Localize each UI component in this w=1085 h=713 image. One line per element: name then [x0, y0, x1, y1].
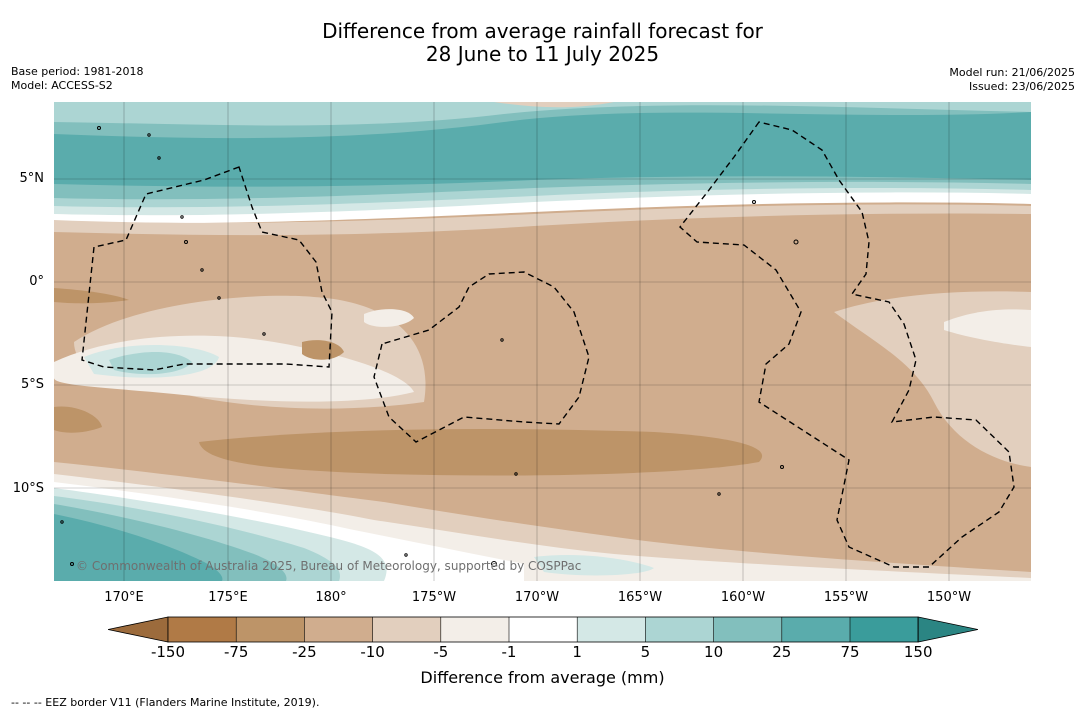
colorbar-tick-label: -75 — [223, 643, 249, 661]
colorbar-segment — [440, 617, 510, 642]
lat-label-10s: 10°S — [12, 481, 44, 496]
colorbar-segment — [713, 617, 783, 642]
colorbar-tick-label: 75 — [840, 643, 860, 661]
model-run: Model run: 21/06/2025 — [949, 66, 1075, 79]
model-name: Model: ACCESS-S2 — [11, 79, 113, 92]
colorbar-segments — [108, 616, 978, 643]
colorbar-frame — [167, 616, 919, 643]
colorbar-segment — [168, 617, 237, 642]
colorbar-segment — [850, 617, 919, 642]
meta-left: Base period: 1981-2018 Model: ACCESS-S2 — [11, 65, 143, 93]
meta-right: Model run: 21/06/2025 Issued: 23/06/2025 — [949, 66, 1075, 94]
colorbar — [108, 616, 978, 643]
colorbar-tick-label: -10 — [360, 643, 385, 661]
issued-date: Issued: 23/06/2025 — [968, 80, 1075, 93]
sw-wet-4 — [54, 514, 223, 581]
lon-label-170w: 170°W — [514, 590, 560, 605]
colorbar-segment — [577, 617, 646, 642]
lon-label-180: 180° — [315, 590, 347, 605]
lat-label-5n: 5°N — [19, 171, 45, 186]
colorbar-segment — [781, 617, 851, 642]
title-line-2: 28 June to 11 July 2025 — [425, 42, 660, 66]
colorbar-extend-high — [917, 616, 978, 643]
colorbar-tick-label: 150 — [903, 643, 933, 661]
colorbar-tick-label: 10 — [704, 643, 724, 661]
lon-label-175w: 175°W — [411, 590, 457, 605]
map-title: Difference from average rainfall forecas… — [0, 20, 1085, 66]
eez-borders — [81, 121, 1015, 568]
dry-band-south — [199, 429, 763, 476]
band-top-patch — [54, 102, 614, 108]
colorbar-tick-label: -1 — [501, 643, 517, 661]
eez-legend: -- -- -- EEZ border V11 (Flanders Marine… — [11, 696, 320, 709]
base-period: Base period: 1981-2018 — [11, 65, 144, 78]
colorbar-tick-label: -5 — [433, 643, 449, 661]
band-top-light — [54, 102, 1031, 126]
rainfall-map — [54, 102, 1031, 581]
colorbar-title: Difference from average (mm) — [420, 668, 665, 687]
colorbar-segment — [645, 617, 715, 642]
lat-label-0: 0° — [29, 274, 44, 289]
lon-label-165w: 165°W — [617, 590, 663, 605]
band-wet-4 — [54, 112, 1031, 187]
colorbar-tick-label: 5 — [640, 643, 651, 661]
colorbar-tick-label: 25 — [772, 643, 792, 661]
lon-label-170e: 170°E — [104, 590, 144, 605]
colorbar-segment — [236, 617, 305, 642]
title-line-1: Difference from average rainfall forecas… — [322, 19, 763, 43]
lon-label-155w: 155°W — [823, 590, 869, 605]
colorbar-tick-label: 1 — [572, 643, 582, 661]
map-graticule — [54, 102, 1031, 581]
lon-label-175e: 175°E — [208, 590, 248, 605]
colorbar-extend-low — [108, 616, 169, 643]
band-light-brown — [54, 204, 1031, 236]
colorbar-segment — [304, 617, 374, 642]
lat-label-5s: 5°S — [20, 377, 44, 392]
lon-label-150w: 150°W — [926, 590, 972, 605]
colorbar-tick-label: -150 — [150, 643, 186, 661]
islands — [60, 126, 799, 567]
colorbar-tick-label: -25 — [292, 643, 317, 661]
copyright-notice: © Commonwealth of Australia 2025, Bureau… — [76, 559, 582, 573]
colorbar-segment — [509, 617, 578, 642]
colorbar-segment — [372, 617, 442, 642]
lon-label-160w: 160°W — [720, 590, 766, 605]
